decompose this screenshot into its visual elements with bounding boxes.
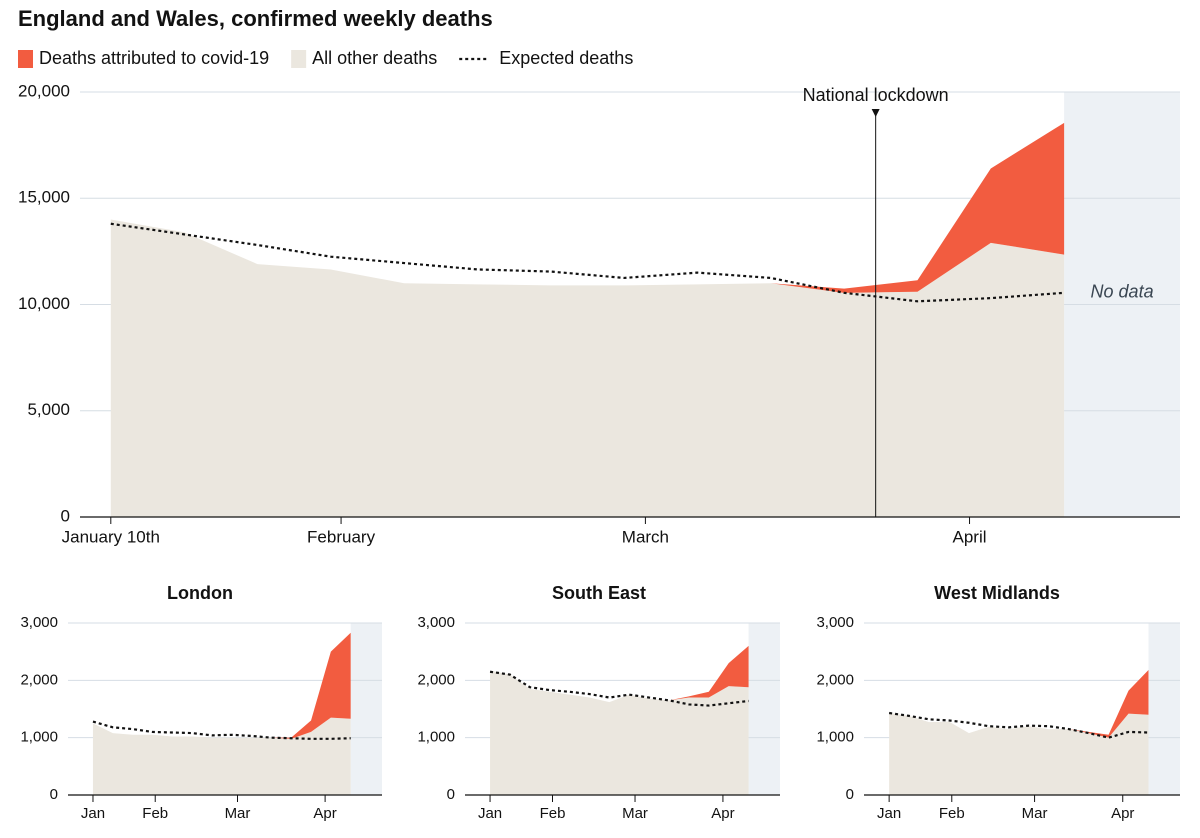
legend-label: Expected deaths xyxy=(499,48,633,68)
y-tick-label: 2,000 xyxy=(816,671,854,688)
x-tick-label: Mar xyxy=(622,805,648,822)
x-tick-label: Feb xyxy=(540,805,566,822)
x-tick-label: Jan xyxy=(478,805,502,822)
area xyxy=(490,670,749,795)
expected-line xyxy=(92,720,351,740)
y-tick-label: 1,000 xyxy=(417,729,455,746)
x-tick-label: January 10th xyxy=(62,527,160,546)
y-tick-label: 20,000 xyxy=(18,81,70,100)
x-tick-label: March xyxy=(622,527,669,546)
no-data-label: No data xyxy=(1091,282,1154,302)
area xyxy=(92,717,351,795)
chart-title: West Midlands xyxy=(934,583,1060,603)
legend-label: All other deaths xyxy=(312,48,437,68)
x-tick-label: April xyxy=(953,527,987,546)
annotation-label: National lockdown xyxy=(803,85,949,105)
y-tick-label: 3,000 xyxy=(20,614,58,631)
y-tick-label: 5,000 xyxy=(27,400,70,419)
x-tick-label: Feb xyxy=(142,805,168,822)
area xyxy=(889,713,1149,795)
y-tick-label: 0 xyxy=(61,506,70,525)
chart-title: London xyxy=(167,583,233,603)
y-tick-label: 1,000 xyxy=(20,729,58,746)
expected-line xyxy=(888,711,1149,739)
x-tick-label: Feb xyxy=(939,805,965,822)
x-tick-label: Mar xyxy=(1022,805,1048,822)
expected-line xyxy=(489,670,749,707)
no-data-region xyxy=(350,623,382,795)
y-tick-label: 2,000 xyxy=(20,671,58,688)
y-tick-label: 10,000 xyxy=(18,294,70,313)
y-tick-label: 15,000 xyxy=(18,188,70,207)
y-tick-label: 0 xyxy=(447,786,455,803)
annotation-marker xyxy=(871,109,880,117)
y-tick-label: 1,000 xyxy=(816,729,854,746)
no-data-region xyxy=(1148,623,1180,795)
area xyxy=(110,219,1065,517)
chart-title: England and Wales, confirmed weekly deat… xyxy=(18,6,493,31)
x-tick-label: Mar xyxy=(225,805,251,822)
expected-line xyxy=(110,222,1065,303)
y-tick-label: 2,000 xyxy=(417,671,455,688)
legend-swatch xyxy=(291,50,307,68)
x-tick-label: Apr xyxy=(1111,805,1134,822)
y-tick-label: 3,000 xyxy=(417,614,455,631)
legend-swatch xyxy=(18,50,33,68)
y-tick-label: 3,000 xyxy=(816,614,854,631)
x-tick-label: Apr xyxy=(711,805,734,822)
y-tick-label: 0 xyxy=(846,786,854,803)
y-tick-label: 0 xyxy=(50,786,58,803)
no-data-region xyxy=(748,623,780,795)
x-tick-label: Jan xyxy=(81,805,105,822)
x-tick-label: Jan xyxy=(877,805,901,822)
area xyxy=(92,632,351,739)
x-tick-label: Apr xyxy=(313,805,336,822)
chart-title: South East xyxy=(552,583,646,603)
legend-label: Deaths attributed to covid-19 xyxy=(39,48,269,68)
x-tick-label: February xyxy=(307,527,376,546)
